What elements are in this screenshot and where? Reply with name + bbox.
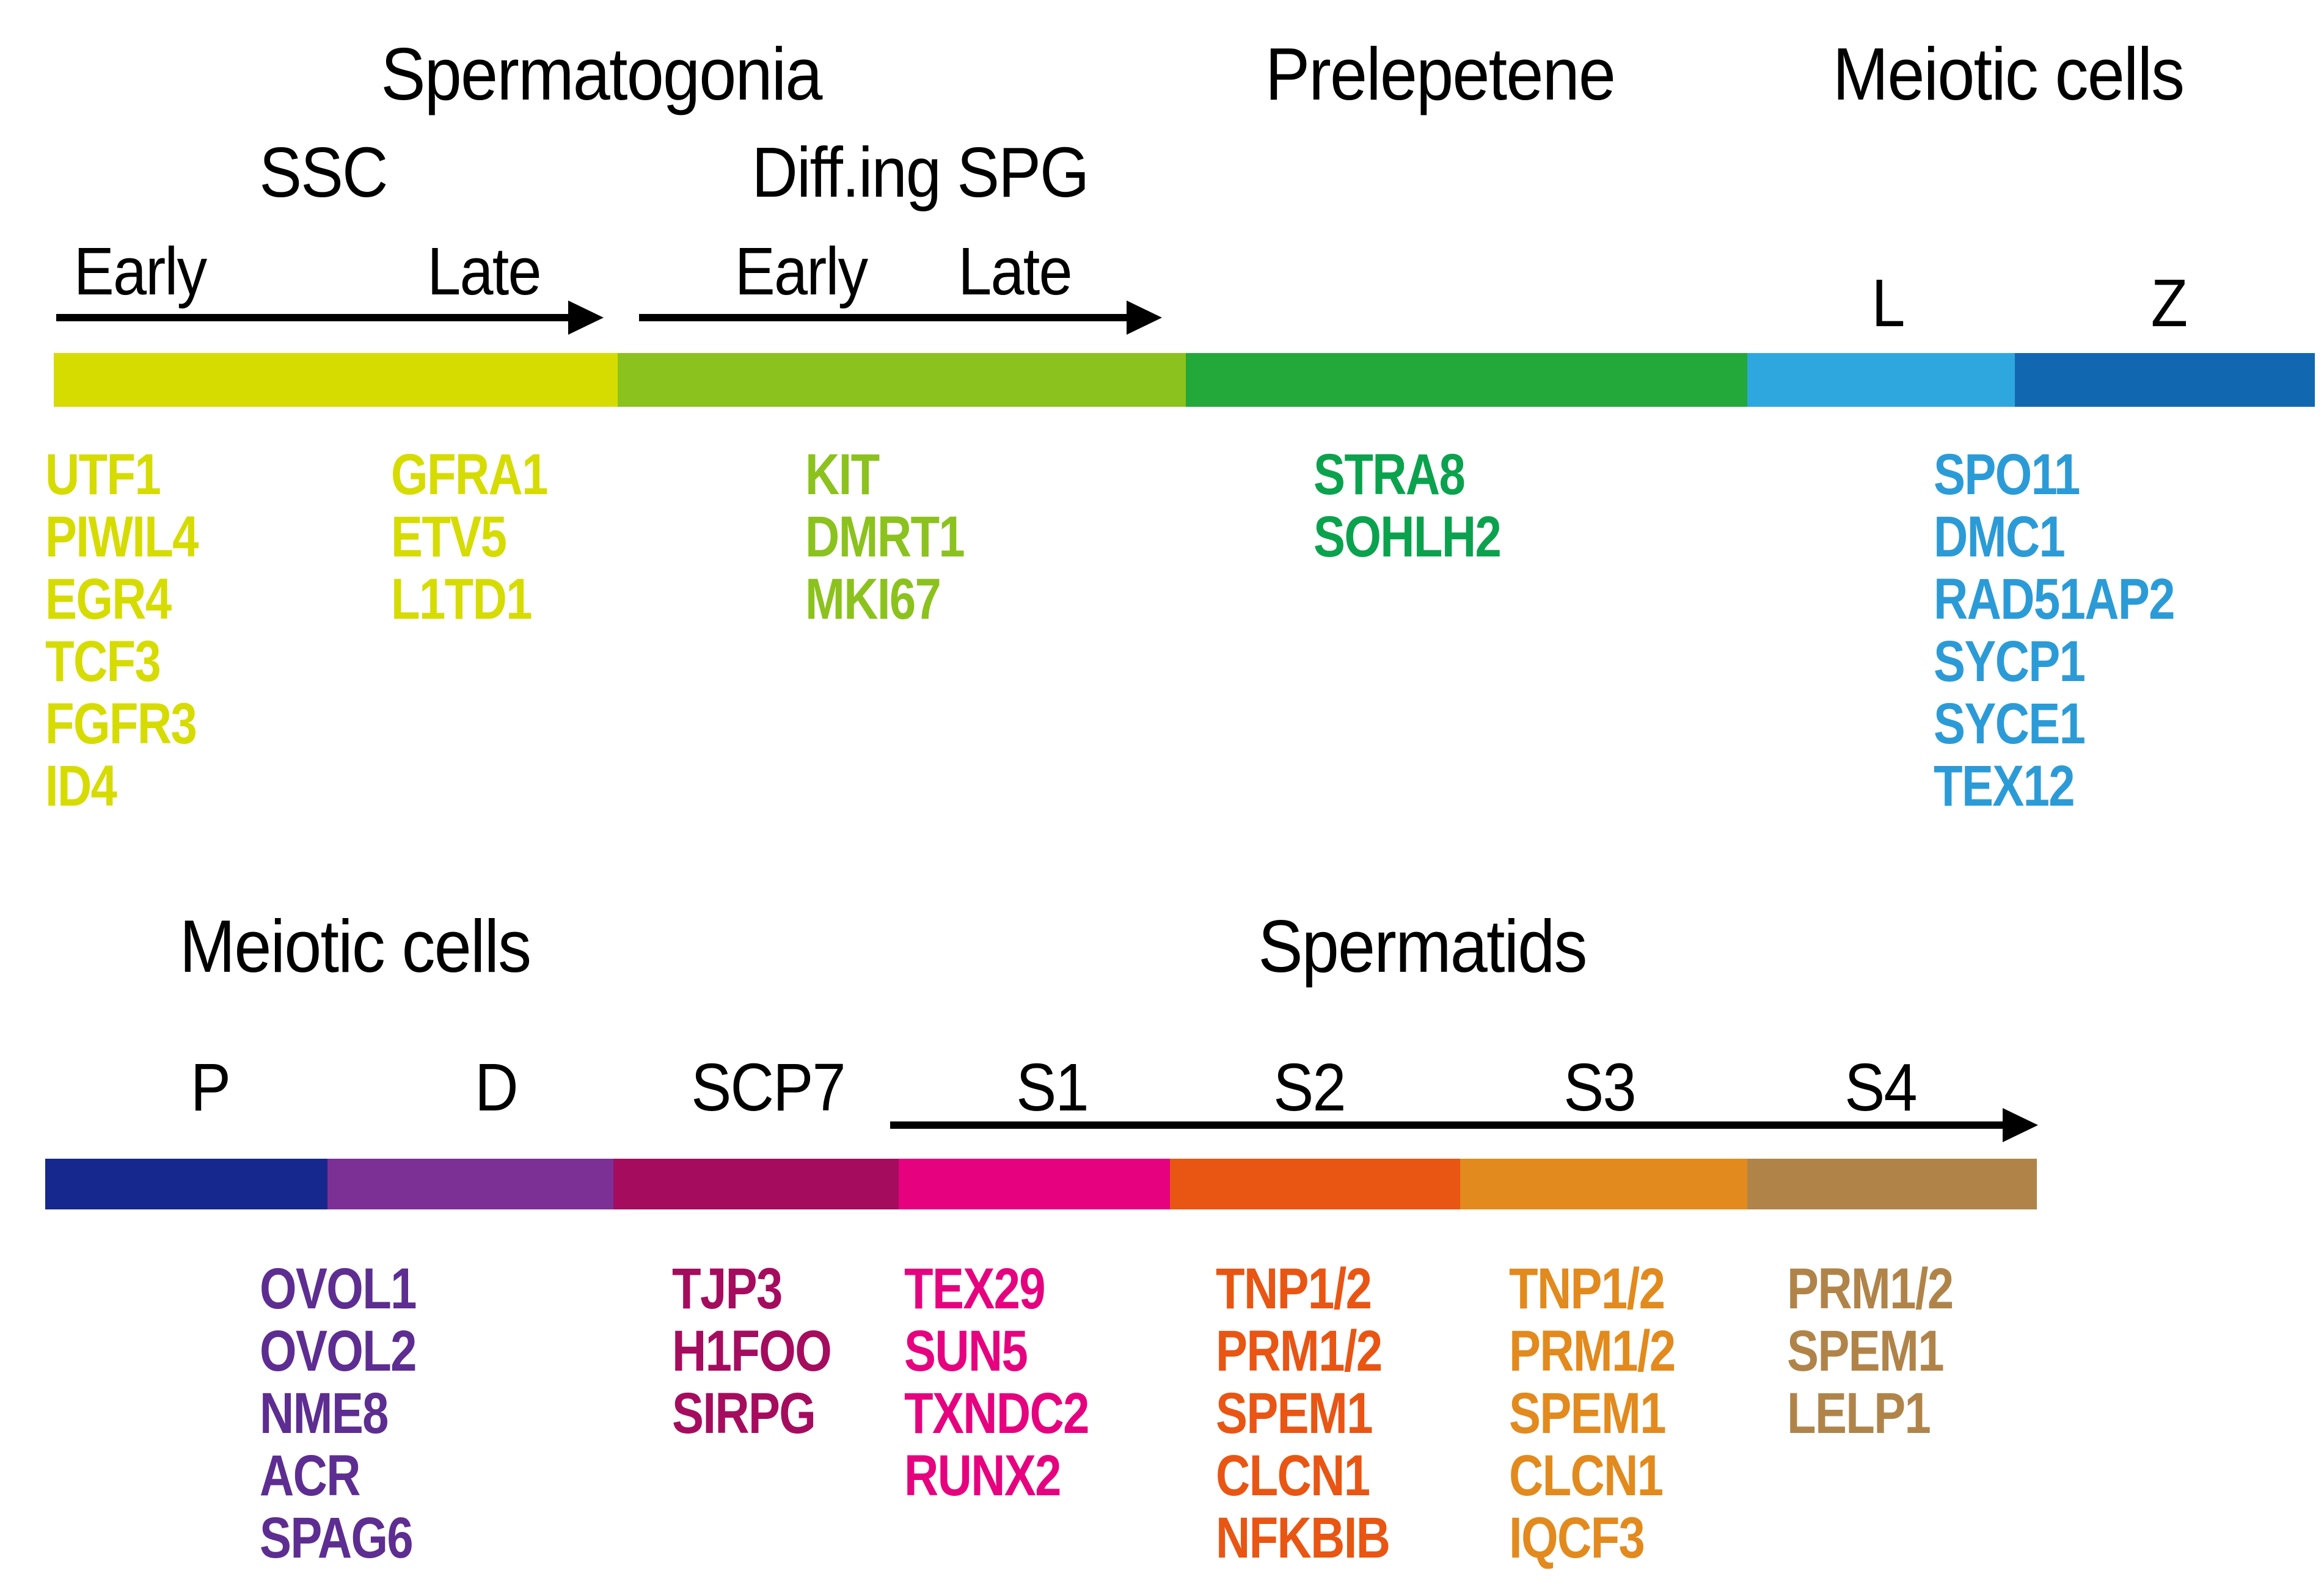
stage-label-zygotene: Z xyxy=(2150,266,2188,341)
gene-column-s1: TEX29 SUN5 TXNDC2 RUNX2 xyxy=(904,1258,1089,1507)
gene-label: TEX12 xyxy=(1934,754,2075,818)
gene-label: SPO11 xyxy=(1934,442,2080,507)
stage-label-late-spg: Late xyxy=(958,234,1072,309)
gene-label: SIRPG xyxy=(672,1381,816,1446)
stage-label-s4: S4 xyxy=(1844,1050,1917,1125)
gene-label: PRM1/2 xyxy=(1509,1319,1676,1383)
bar-segment-s1 xyxy=(899,1159,1170,1209)
gene-label: NME8 xyxy=(260,1381,389,1446)
gene-label: TJP3 xyxy=(672,1256,783,1321)
spermatid-arrow-line xyxy=(890,1121,2004,1129)
gene-label: RAD51AP2 xyxy=(1934,567,2175,632)
gene-label: UTF1 xyxy=(45,442,161,507)
gene-label: SPEM1 xyxy=(1787,1319,1945,1383)
gene-label: IQCF3 xyxy=(1509,1506,1645,1570)
gene-column-s4: PRM1/2 SPEM1 LELP1 xyxy=(1787,1256,1954,1446)
gene-label: KIT xyxy=(805,442,880,507)
gene-column-meiotic-lz: SPO11 DMC1 RAD51AP2 SYCP1 SYCE1 TEX12 xyxy=(1934,442,2175,818)
gene-label: OVOL1 xyxy=(260,1256,417,1321)
gene-label: SPEM1 xyxy=(1509,1381,1667,1446)
stage-label-leptotene: L xyxy=(1871,266,1905,341)
ssc-arrow-head xyxy=(568,301,604,335)
gene-label: TXNDC2 xyxy=(904,1381,1089,1446)
stage-label-s2: S2 xyxy=(1273,1050,1346,1125)
bar-segment-ssc xyxy=(54,353,618,407)
gene-label: ETV5 xyxy=(391,505,507,569)
gene-label: LELP1 xyxy=(1787,1381,1931,1446)
gene-label: CLCN1 xyxy=(1509,1443,1664,1508)
stage-label-d: D xyxy=(475,1050,519,1125)
gene-label: PIWIL4 xyxy=(45,505,199,569)
spermatid-arrow-head xyxy=(2003,1108,2038,1142)
gene-label: FGFR3 xyxy=(45,691,197,756)
bar-segment-d xyxy=(327,1159,613,1209)
gene-label: SPEM1 xyxy=(1216,1381,1373,1446)
header-spermatogonia: Spermatogonia xyxy=(381,32,822,115)
gene-label: NFKBIB xyxy=(1216,1506,1390,1570)
stage-label-scp7: SCP7 xyxy=(691,1050,846,1125)
gene-column-ssc-late: GFRA1 ETV5 L1TD1 xyxy=(391,442,548,632)
gene-label: SOHLH2 xyxy=(1314,505,1502,569)
header-meiotic-cells-2: Meiotic cells xyxy=(179,905,532,988)
subheader-diffing-spg: Diff.ing SPG xyxy=(751,133,1090,212)
bar-segment-leptotene xyxy=(1747,353,2015,407)
stage-bar-row2 xyxy=(45,1159,2037,1209)
gene-column-diffing-spg: KIT DMRT1 MKI67 xyxy=(805,442,965,632)
spg-arrow-line xyxy=(639,314,1128,321)
subheader-ssc: SSC xyxy=(259,133,388,212)
gene-label: PRM1/2 xyxy=(1787,1256,1954,1321)
bar-segment-s2 xyxy=(1170,1159,1460,1209)
gene-label: SUN5 xyxy=(904,1319,1028,1383)
ssc-arrow-line xyxy=(56,314,571,321)
gene-label: SYCP1 xyxy=(1934,629,2086,694)
stage-label-s1: S1 xyxy=(1016,1050,1089,1125)
spg-arrow-head xyxy=(1127,301,1162,335)
gene-label: SPAG6 xyxy=(260,1506,414,1570)
stage-label-early-spg: Early xyxy=(734,234,868,309)
gene-label: ID4 xyxy=(45,754,117,818)
stage-label-early-ssc: Early xyxy=(73,234,207,309)
gene-column-s3: TNP1/2 PRM1/2 SPEM1 CLCN1 IQCF3 xyxy=(1509,1256,1676,1570)
gene-column-d: OVOL1 OVOL2 NME8 ACR SPAG6 xyxy=(260,1256,417,1570)
gene-column-ssc-early: UTF1 PIWIL4 EGR4 TCF3 FGFR3 ID4 xyxy=(45,442,199,818)
gene-label: L1TD1 xyxy=(391,567,533,632)
gene-label: RUNX2 xyxy=(904,1443,1062,1508)
gene-label: TNP1/2 xyxy=(1216,1256,1372,1321)
gene-label: OVOL2 xyxy=(260,1319,417,1383)
gene-column-scp7: TJP3 H1FOO SIRPG xyxy=(672,1256,832,1446)
gene-column-s2: TNP1/2 PRM1/2 SPEM1 CLCN1 NFKBIB xyxy=(1216,1256,1390,1570)
gene-label: STRA8 xyxy=(1314,442,1466,507)
gene-label: PRM1/2 xyxy=(1216,1319,1383,1383)
gene-label: DMRT1 xyxy=(805,505,965,569)
header-meiotic-cells: Meiotic cells xyxy=(1832,32,2185,115)
gene-label: TEX29 xyxy=(904,1256,1046,1321)
bar-segment-s3 xyxy=(1460,1159,1747,1209)
gene-label: SYCE1 xyxy=(1934,691,2086,756)
gene-label: MKI67 xyxy=(805,567,941,632)
gene-label: TNP1/2 xyxy=(1509,1256,1665,1321)
stage-label-s3: S3 xyxy=(1563,1050,1636,1125)
gene-label: TCF3 xyxy=(45,629,161,694)
stage-label-p: P xyxy=(190,1050,231,1125)
header-spermatids: Spermatids xyxy=(1258,905,1587,988)
gene-label: CLCN1 xyxy=(1216,1443,1370,1508)
header-prelepetene: Prelepetene xyxy=(1265,32,1616,115)
stage-bar-row1 xyxy=(54,353,2315,407)
gene-label: H1FOO xyxy=(672,1319,832,1383)
bar-segment-scp7 xyxy=(613,1159,899,1209)
bar-segment-p xyxy=(45,1159,327,1209)
bar-segment-diffing-spg xyxy=(618,353,1186,407)
stage-label-late-ssc: Late xyxy=(427,234,541,309)
gene-label: ACR xyxy=(260,1443,360,1508)
bar-segment-zygotene xyxy=(2015,353,2315,407)
gene-label: EGR4 xyxy=(45,567,172,632)
gene-column-prelepetene: STRA8 SOHLH2 xyxy=(1314,442,1502,569)
gene-label: DMC1 xyxy=(1934,505,2066,569)
gene-label: GFRA1 xyxy=(391,442,548,507)
bar-segment-s4 xyxy=(1747,1159,2037,1209)
bar-segment-prelepetene xyxy=(1186,353,1747,407)
